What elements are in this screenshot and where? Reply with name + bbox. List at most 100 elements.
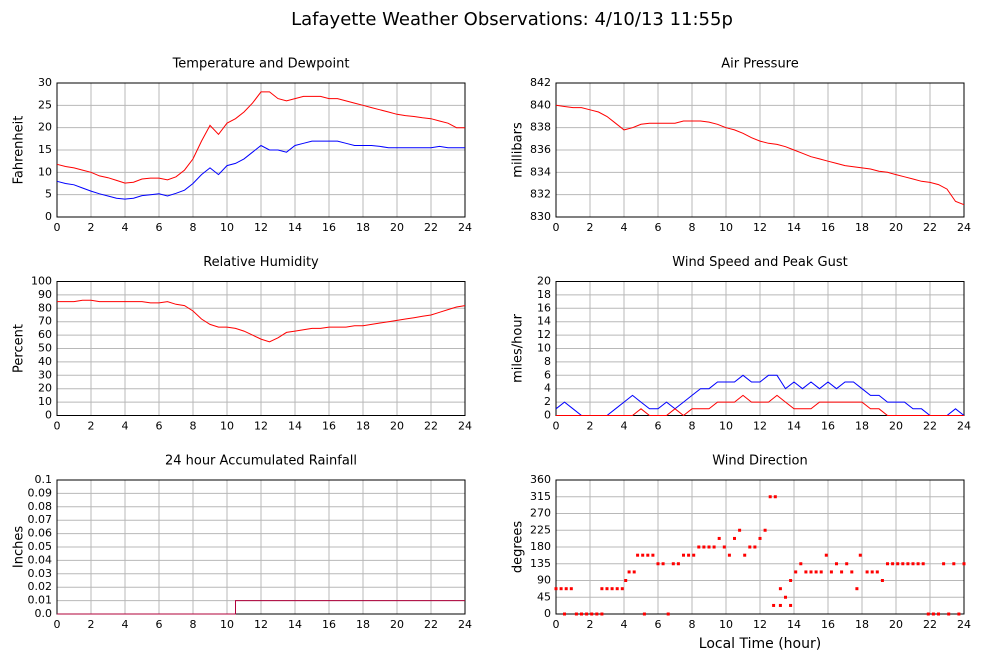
- data-line: [57, 600, 465, 615]
- x-tick-label: 18: [356, 420, 370, 433]
- x-tick-label: 12: [753, 221, 767, 234]
- data-point: [789, 603, 793, 607]
- x-tick-label: 2: [587, 420, 594, 433]
- x-tick-label: 16: [322, 420, 336, 433]
- data-point: [615, 587, 619, 591]
- data-point: [671, 562, 675, 566]
- x-tick-label: 8: [689, 420, 696, 433]
- y-axis-label: Percent: [12, 324, 27, 373]
- data-point: [952, 562, 956, 566]
- x-tick-label: 20: [390, 420, 404, 433]
- x-tick-label: 2: [587, 221, 594, 234]
- data-point: [610, 587, 614, 591]
- data-point: [595, 612, 599, 616]
- x-tick-label: 20: [889, 618, 903, 631]
- y-tick-label: 0.06: [28, 527, 53, 540]
- y-tick-label: 2: [544, 395, 551, 408]
- data-point: [773, 495, 777, 499]
- data-point: [840, 570, 844, 574]
- x-tick-label: 0: [54, 618, 61, 631]
- data-point: [865, 570, 869, 574]
- y-tick-label: 0.1: [35, 473, 53, 486]
- y-axis-label: Inches: [12, 526, 27, 568]
- x-tick-label: 8: [689, 618, 696, 631]
- x-tick-label: 6: [156, 420, 163, 433]
- data-point: [799, 562, 803, 566]
- data-line: [555, 374, 965, 416]
- data-point: [870, 570, 874, 574]
- y-tick-label: 0.0: [35, 607, 53, 620]
- y-tick-label: 20: [38, 382, 52, 395]
- y-tick-label: 135: [530, 557, 551, 570]
- y-tick-label: 838: [530, 121, 551, 134]
- x-tick-label: 12: [753, 618, 767, 631]
- data-point: [632, 570, 636, 574]
- data-point: [809, 570, 813, 574]
- chart-title: Air Pressure: [721, 57, 799, 72]
- data-point: [707, 545, 711, 549]
- y-axis-label: Fahrenheit: [12, 116, 27, 185]
- data-point: [962, 562, 966, 566]
- data-point: [926, 612, 930, 616]
- y-tick-label: 20: [38, 121, 52, 134]
- chart-title: Temperature and Dewpoint: [172, 57, 350, 72]
- data-point: [855, 587, 859, 591]
- data-point: [789, 579, 793, 582]
- data-point: [845, 562, 849, 566]
- x-tick-label: 2: [88, 221, 95, 234]
- data-point: [580, 612, 583, 616]
- y-tick-label: 0.05: [28, 540, 53, 553]
- y-tick-label: 842: [530, 76, 551, 89]
- x-tick-label: 22: [923, 618, 937, 631]
- data-point: [687, 553, 691, 557]
- data-point: [858, 553, 862, 557]
- y-tick-label: 60: [38, 328, 52, 341]
- y-tick-label: 15: [38, 143, 52, 156]
- data-point: [875, 570, 879, 574]
- y-tick-label: 0: [544, 409, 551, 422]
- y-tick-label: 0: [45, 409, 52, 422]
- data-point: [743, 553, 747, 557]
- data-point: [896, 562, 900, 566]
- x-tick-label: 8: [190, 618, 197, 631]
- data-point: [850, 570, 854, 574]
- plot-frame: [56, 281, 466, 416]
- x-tick-label: 20: [889, 221, 903, 234]
- y-tick-label: 100: [31, 275, 52, 288]
- y-tick-label: 0.01: [28, 594, 53, 607]
- data-point: [727, 553, 731, 557]
- data-point: [642, 612, 646, 616]
- y-tick-label: 840: [530, 98, 551, 111]
- data-line: [57, 299, 466, 343]
- y-tick-label: 45: [537, 590, 551, 603]
- data-point: [753, 545, 757, 549]
- y-tick-label: 40: [38, 355, 52, 368]
- x-tick-label: 0: [54, 221, 61, 234]
- x-tick-label: 16: [821, 420, 835, 433]
- x-tick-label: 6: [655, 221, 662, 234]
- x-tick-label: 0: [553, 221, 560, 234]
- chart-title: Wind Speed and Peak Gust: [672, 255, 847, 270]
- x-tick-label: 6: [655, 420, 662, 433]
- y-tick-label: 0: [45, 210, 52, 223]
- y-tick-label: 5: [45, 188, 52, 201]
- data-point: [563, 612, 566, 616]
- y-tick-label: 0.08: [28, 500, 53, 513]
- x-tick-label: 6: [156, 221, 163, 234]
- data-point: [605, 587, 609, 591]
- x-tick-label: 14: [787, 221, 801, 234]
- x-tick-label: 18: [356, 221, 370, 234]
- data-point: [942, 562, 946, 566]
- x-tick-label: 20: [390, 618, 404, 631]
- y-tick-label: 10: [38, 395, 52, 408]
- data-point: [778, 587, 782, 591]
- y-tick-label: 80: [38, 301, 52, 314]
- x-tick-label: 4: [621, 618, 628, 631]
- data-line: [556, 394, 964, 417]
- y-tick-label: 0.09: [28, 486, 53, 499]
- y-tick-label: 4: [544, 382, 551, 395]
- data-point: [763, 528, 767, 532]
- data-line: [56, 140, 465, 200]
- chart-title: 24 hour Accumulated Rainfall: [165, 454, 357, 469]
- x-tick-label: 2: [88, 618, 95, 631]
